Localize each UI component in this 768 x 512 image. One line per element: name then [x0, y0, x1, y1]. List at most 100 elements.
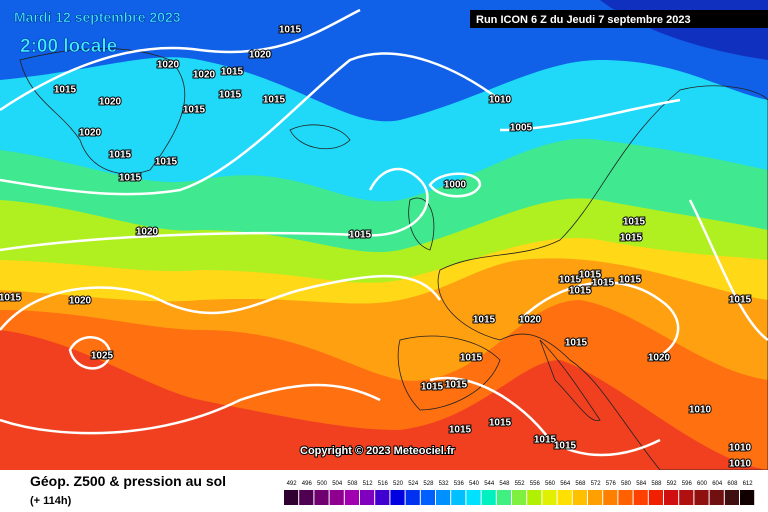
isobar-label: 1015	[349, 230, 372, 241]
isobar-label: 1000	[444, 180, 467, 191]
scale-swatch	[648, 490, 663, 505]
scale-swatch	[724, 490, 739, 505]
isobar-label: 1015	[592, 278, 615, 289]
isobar-label: 1020	[79, 128, 102, 139]
isobar-label: 1020	[249, 50, 272, 61]
isobar-label: 1020	[157, 60, 180, 71]
map-date: Mardi 12 septembre 2023	[14, 9, 181, 25]
scale-swatch	[451, 490, 466, 505]
scale-swatch	[694, 490, 709, 505]
scale-swatch	[512, 490, 527, 505]
scale-label: 540	[469, 481, 480, 487]
scale-label: 568	[575, 481, 586, 487]
scale-label: 532	[439, 481, 450, 487]
isobar-label: 1015	[489, 418, 512, 429]
isobar-label: 1015	[445, 380, 468, 391]
isobar-label: 1015	[449, 425, 472, 436]
scale-label: 596	[682, 481, 693, 487]
scale-label: 544	[484, 481, 495, 487]
scale-swatch	[664, 490, 679, 505]
scale-label: 604	[712, 481, 723, 487]
scale-swatch	[284, 490, 299, 505]
scale-swatch	[420, 490, 435, 505]
isobar-label: 1015	[221, 67, 244, 78]
scale-label: 500	[317, 481, 328, 487]
color-scale: 492 496 500 504 508 512 516 520 524 528 532 536 540 5…	[284, 481, 755, 505]
isobar-label: 1015	[623, 217, 646, 228]
scale-swatch	[299, 490, 314, 505]
scale-label: 520	[393, 481, 404, 487]
scale-label: 536	[454, 481, 465, 487]
scale-swatch	[633, 490, 648, 505]
scale-label: 600	[697, 481, 708, 487]
scale-label: 572	[591, 481, 602, 487]
isobar-label: 1015	[569, 286, 592, 297]
run-box	[470, 10, 768, 28]
scale-swatch	[405, 490, 420, 505]
scale-label: 592	[667, 481, 678, 487]
scale-label: 576	[606, 481, 617, 487]
scale-swatch	[481, 490, 496, 505]
isobar-label: 1015	[729, 295, 752, 306]
isobar-label: 1015	[263, 95, 286, 106]
scale-swatch	[542, 490, 557, 505]
isobar-label: 1020	[136, 227, 159, 238]
scale-swatch	[740, 490, 755, 505]
isobar-label: 1015	[219, 90, 242, 101]
isobar-label: 1015	[109, 150, 132, 161]
isobars	[0, 8, 768, 457]
isobar-label: 1015	[565, 338, 588, 349]
isobar-label: 1015	[0, 293, 22, 304]
scale-label: 552	[515, 481, 526, 487]
scale-label: 492	[287, 481, 298, 487]
isobar-label: 1015	[620, 233, 643, 244]
scale-swatch	[527, 490, 542, 505]
isobar-label: 1015	[119, 173, 142, 184]
scale-label: 608	[727, 481, 738, 487]
scale-label: 588	[651, 481, 662, 487]
isobar-label: 1015	[279, 25, 302, 36]
isobar-label: 1020	[69, 296, 92, 307]
isobar-label: 1015	[559, 275, 582, 286]
scale-label: 584	[636, 481, 647, 487]
isobar-label: 1010	[729, 443, 752, 454]
scale-label: 612	[743, 481, 754, 487]
scale-label: 512	[363, 481, 374, 487]
isobar-label: 1010	[489, 95, 512, 106]
copyright: Copyright © 2023 Meteociel.fr	[300, 445, 456, 457]
isobar-label: 1015	[473, 315, 496, 326]
isobar-label: 1015	[421, 382, 444, 393]
isobar-label: 1020	[99, 97, 122, 108]
isobar-label: 1015	[554, 441, 577, 452]
scale-label: 556	[530, 481, 541, 487]
band-red	[0, 330, 768, 470]
scale-label: 580	[621, 481, 632, 487]
scale-swatch	[436, 490, 451, 505]
isobar-label: 1015	[183, 105, 206, 116]
scale-swatch	[329, 490, 344, 505]
scale-swatch	[618, 490, 633, 505]
scale-swatch	[557, 490, 572, 505]
isobar-label: 1015	[619, 275, 642, 286]
scale-label: 516	[378, 481, 389, 487]
scale-swatch	[496, 490, 511, 505]
scale-label: 560	[545, 481, 556, 487]
scale-label: 564	[560, 481, 571, 487]
scale-label: 528	[423, 481, 434, 487]
legend-title: Géop. Z500 & pression au sol	[30, 473, 226, 489]
map-time: 2:00 locale	[20, 36, 117, 57]
scale-swatch	[466, 490, 481, 505]
scale-label: 496	[302, 481, 313, 487]
isobar-label: 1010	[689, 405, 712, 416]
legend-lead: (+ 114h)	[30, 495, 72, 507]
scale-swatch	[679, 490, 694, 505]
scale-swatch	[390, 490, 405, 505]
isobar-label: 1015	[155, 157, 178, 168]
isobar-label: 1020	[648, 353, 671, 364]
scale-swatch	[360, 490, 375, 505]
isobar-label: 1010	[729, 459, 752, 470]
scale-swatch	[603, 490, 618, 505]
isobar-label: 1025	[91, 351, 114, 362]
isobar-label: 1005	[510, 123, 533, 134]
